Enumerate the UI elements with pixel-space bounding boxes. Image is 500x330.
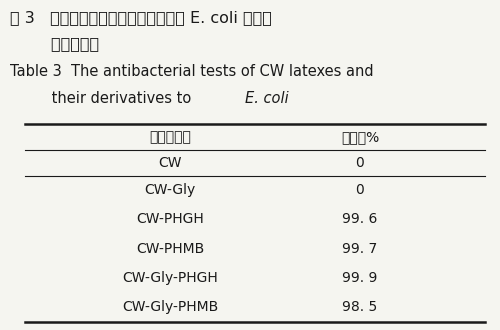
Text: CW-PHMB: CW-PHMB: [136, 242, 204, 256]
Text: 率检测结果: 率检测结果: [10, 36, 99, 51]
Text: 99. 7: 99. 7: [342, 242, 378, 256]
Text: 棕榈蜡系列: 棕榈蜡系列: [149, 130, 191, 144]
Text: CW-Gly-PHMB: CW-Gly-PHMB: [122, 300, 218, 314]
Text: 98. 5: 98. 5: [342, 300, 378, 314]
Text: 0: 0: [356, 156, 364, 170]
Text: CW: CW: [158, 156, 182, 170]
Text: 0: 0: [356, 183, 364, 197]
Text: their derivatives to: their derivatives to: [10, 91, 196, 106]
Text: 99. 6: 99. 6: [342, 213, 378, 226]
Text: CW-Gly: CW-Gly: [144, 183, 196, 197]
Text: CW-Gly-PHGH: CW-Gly-PHGH: [122, 271, 218, 285]
Text: 99. 9: 99. 9: [342, 271, 378, 285]
Text: 抑菌／%: 抑菌／%: [341, 130, 379, 144]
Text: CW-PHGH: CW-PHGH: [136, 213, 204, 226]
Text: E. coli: E. coli: [245, 91, 289, 106]
Text: Table 3  The antibacterial tests of CW latexes and: Table 3 The antibacterial tests of CW la…: [10, 64, 374, 79]
Text: 表 3   棕榈蜡乳液衍生物对于大肠杆菌 E. coli 的抑菌: 表 3 棕榈蜡乳液衍生物对于大肠杆菌 E. coli 的抑菌: [10, 10, 272, 25]
